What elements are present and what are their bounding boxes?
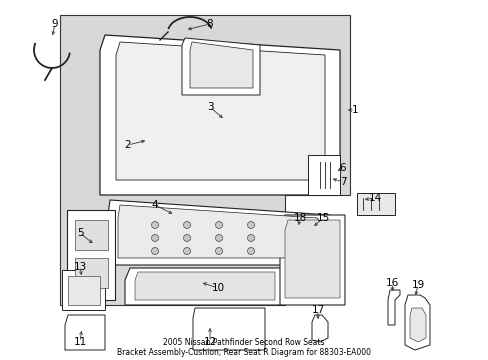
Polygon shape — [62, 270, 105, 310]
Text: 16: 16 — [385, 278, 398, 288]
Circle shape — [151, 248, 158, 255]
Text: 13: 13 — [73, 262, 86, 272]
Polygon shape — [118, 205, 317, 258]
Circle shape — [215, 221, 222, 229]
Polygon shape — [67, 210, 115, 300]
Text: 9: 9 — [52, 19, 58, 29]
Circle shape — [183, 234, 190, 242]
Text: 2: 2 — [124, 140, 131, 150]
Polygon shape — [60, 15, 349, 305]
Text: 12: 12 — [203, 337, 216, 347]
Circle shape — [247, 234, 254, 242]
Circle shape — [247, 221, 254, 229]
Text: 4: 4 — [151, 200, 158, 210]
Text: 5: 5 — [77, 228, 83, 238]
Circle shape — [183, 221, 190, 229]
Text: 2005 Nissan Pathfinder Second Row Seats
Bracket Assembly-Cushion, Rear Seat R Di: 2005 Nissan Pathfinder Second Row Seats … — [117, 338, 370, 357]
Text: 1: 1 — [351, 105, 358, 115]
Text: 10: 10 — [211, 283, 224, 293]
Polygon shape — [387, 290, 399, 325]
Polygon shape — [280, 215, 345, 305]
Circle shape — [215, 248, 222, 255]
Circle shape — [151, 221, 158, 229]
Text: 8: 8 — [206, 19, 213, 29]
Polygon shape — [65, 315, 105, 350]
Polygon shape — [182, 38, 260, 95]
Polygon shape — [75, 220, 108, 250]
Polygon shape — [190, 42, 252, 88]
Polygon shape — [285, 220, 339, 298]
Text: 7: 7 — [339, 177, 346, 187]
Polygon shape — [125, 268, 285, 305]
Polygon shape — [311, 315, 327, 342]
Polygon shape — [404, 295, 429, 350]
Polygon shape — [356, 193, 394, 215]
Text: 14: 14 — [367, 193, 381, 203]
Polygon shape — [116, 42, 325, 180]
Text: 18: 18 — [293, 213, 306, 223]
Polygon shape — [100, 35, 339, 195]
Circle shape — [215, 234, 222, 242]
Text: 19: 19 — [410, 280, 424, 290]
Text: 11: 11 — [73, 337, 86, 347]
Polygon shape — [307, 155, 339, 195]
Circle shape — [183, 248, 190, 255]
Text: 15: 15 — [316, 213, 329, 223]
Circle shape — [247, 248, 254, 255]
Text: 17: 17 — [311, 305, 324, 315]
Polygon shape — [68, 276, 100, 305]
Polygon shape — [193, 308, 264, 350]
Text: 3: 3 — [206, 102, 213, 112]
Polygon shape — [75, 258, 108, 288]
Polygon shape — [409, 308, 425, 342]
Text: 6: 6 — [339, 163, 346, 173]
Polygon shape — [135, 272, 274, 300]
Polygon shape — [108, 200, 329, 265]
Circle shape — [151, 234, 158, 242]
